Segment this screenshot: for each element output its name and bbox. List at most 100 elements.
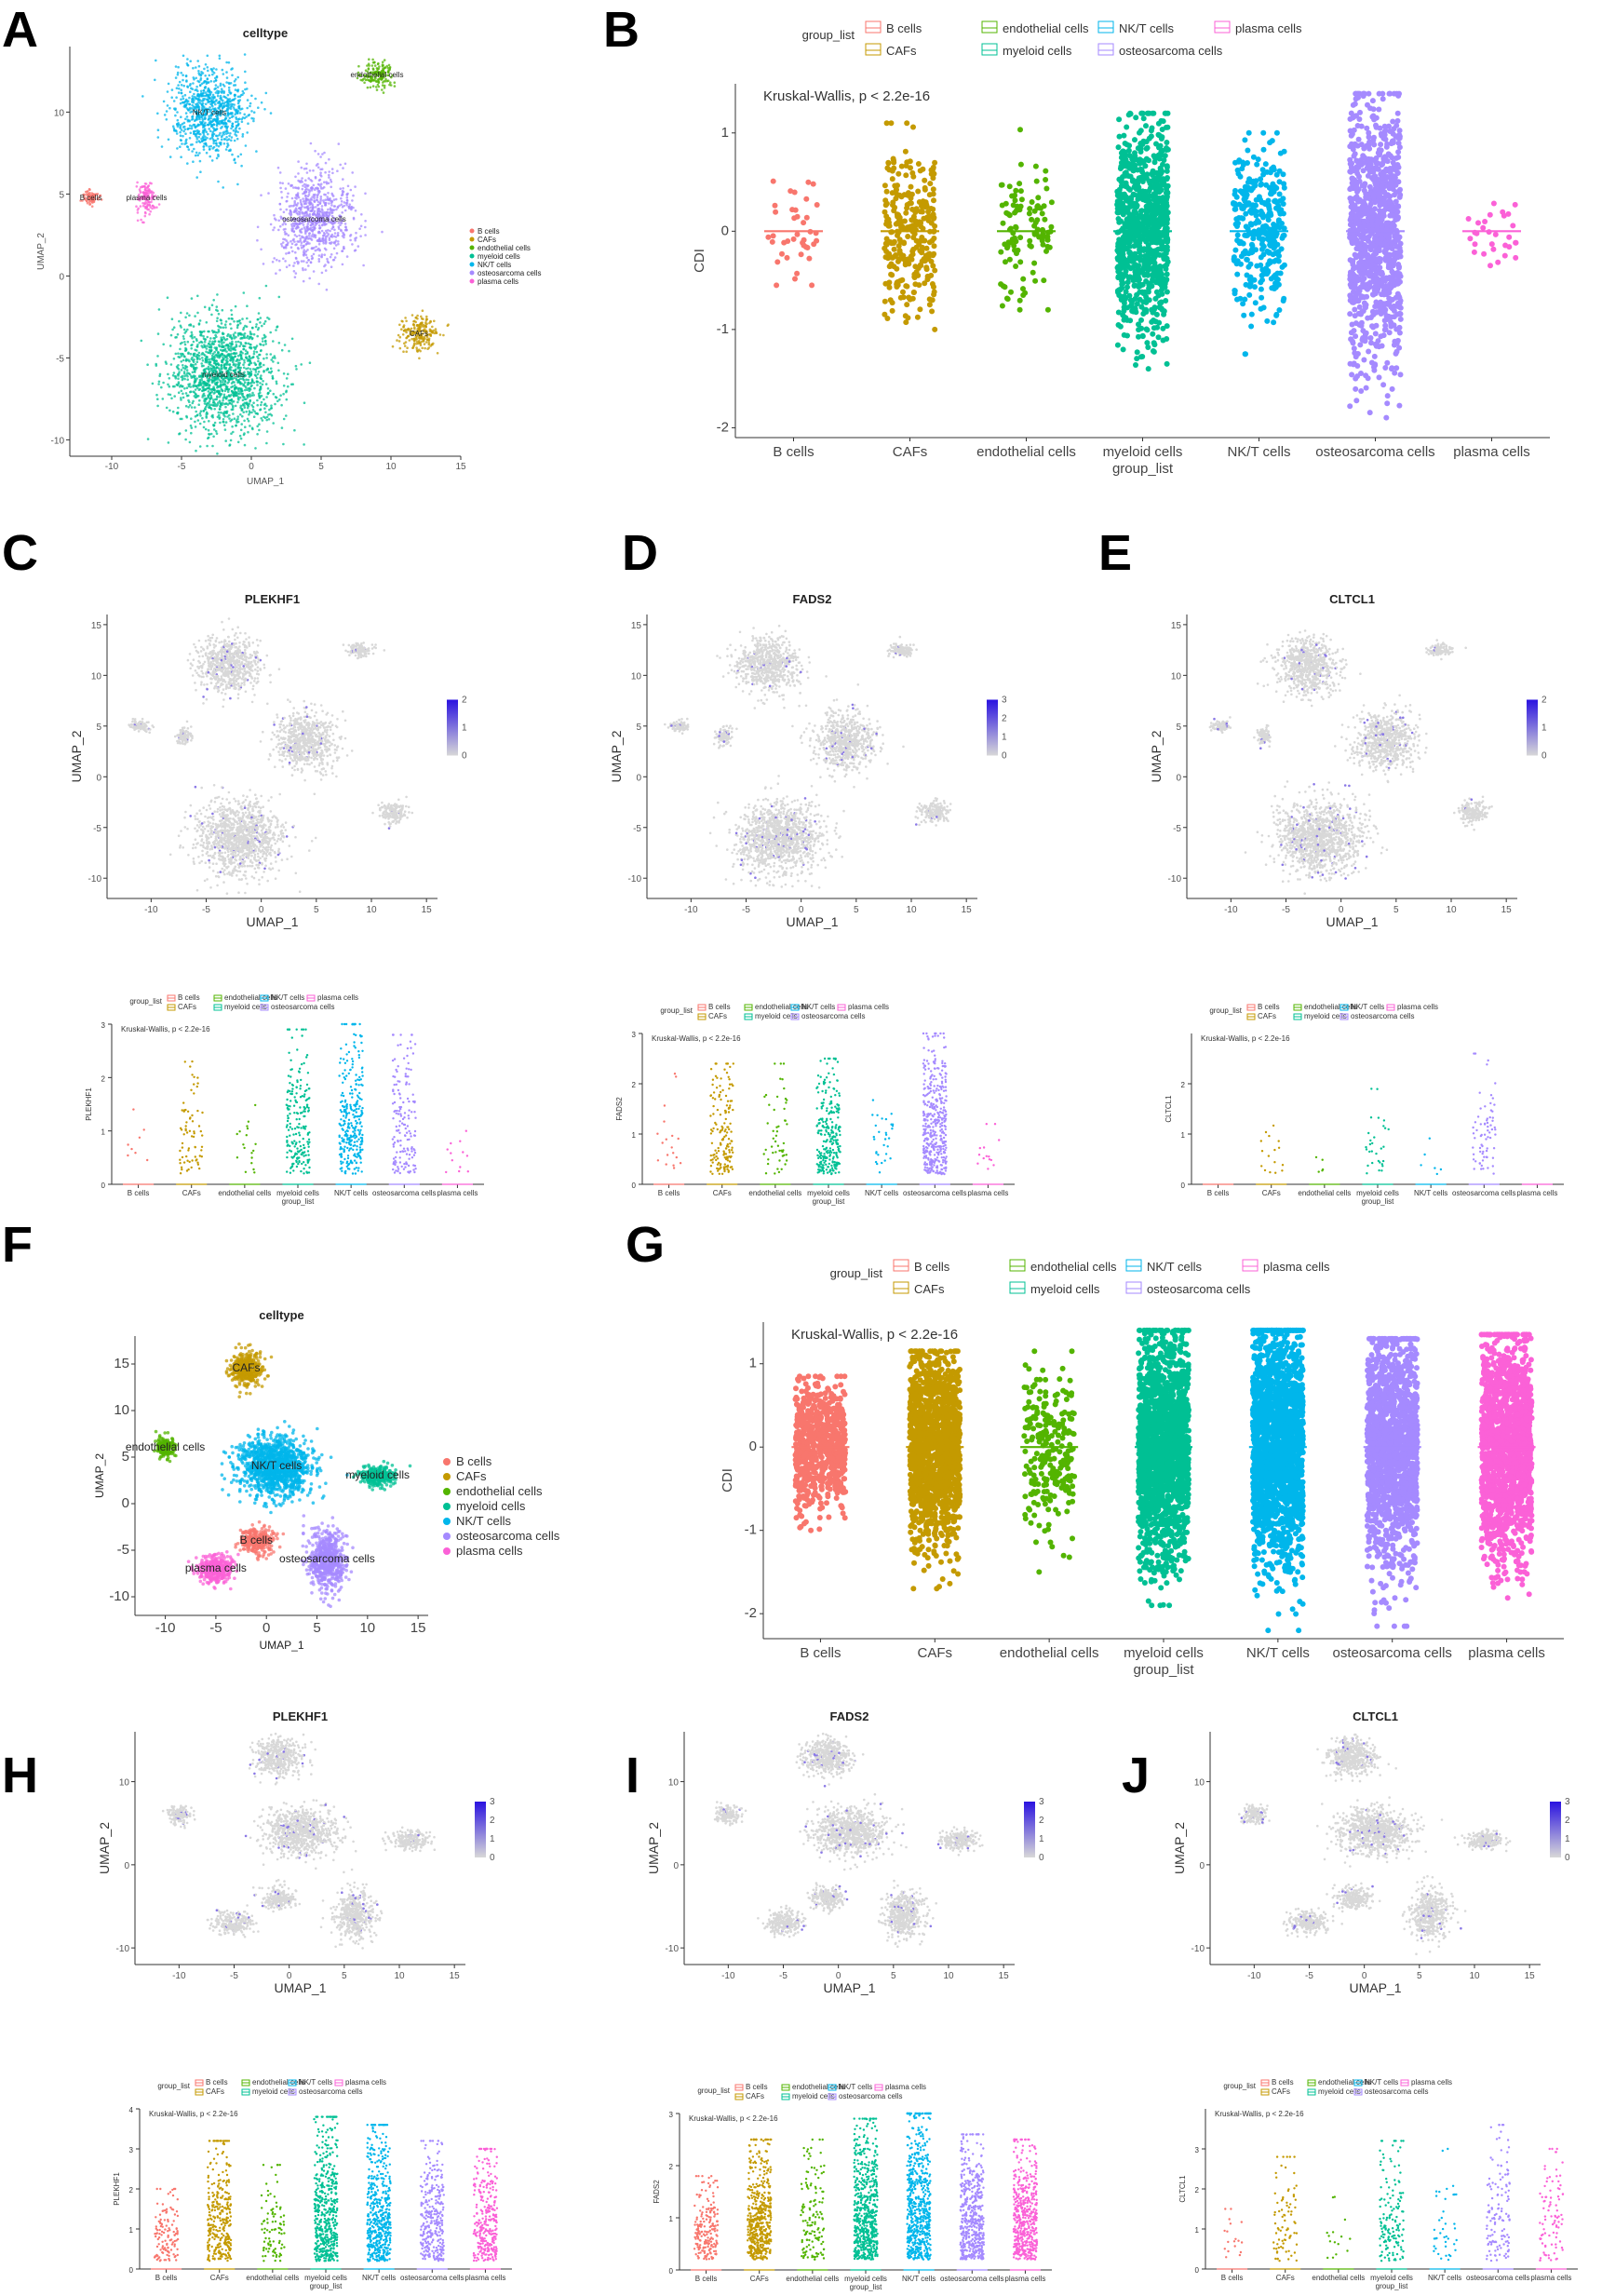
cell-point [196, 60, 199, 62]
cell-point [258, 423, 261, 425]
panel-letter-C: C [2, 525, 38, 581]
cell-point [321, 205, 324, 208]
cell-point [193, 130, 195, 133]
cell-point [225, 71, 228, 74]
cell-point [168, 139, 170, 142]
cell-point [340, 197, 343, 200]
cell-point [268, 418, 271, 421]
cell-point [335, 244, 338, 247]
cell-point [222, 69, 224, 72]
cell-point [328, 182, 330, 184]
panel-letter-D: D [622, 525, 658, 581]
cell-point [198, 65, 201, 68]
cell-point [325, 269, 328, 272]
cell-point [317, 283, 320, 286]
cell-point [315, 206, 317, 209]
cell-point [235, 88, 237, 91]
cell-point [229, 117, 232, 120]
cell-point [289, 240, 292, 243]
cell-point [226, 129, 229, 132]
cell-point [312, 230, 315, 233]
cell-point [326, 289, 329, 291]
cell-point [252, 120, 255, 123]
cell-point [301, 167, 303, 169]
cell-point [294, 176, 297, 179]
panel-letter-E: E [1098, 525, 1132, 581]
cell-point [140, 205, 142, 208]
cell-point [182, 338, 185, 341]
cell-point [203, 131, 206, 134]
cell-point [210, 104, 213, 107]
cell-point [325, 236, 328, 238]
cell-point [333, 205, 336, 208]
cell-point [275, 272, 277, 275]
cell-point [222, 102, 225, 105]
cell-point [222, 100, 224, 102]
cell-point [255, 326, 258, 329]
cell-point [354, 250, 357, 252]
cell-point [344, 226, 347, 229]
cell-point [343, 236, 345, 239]
cell-point [321, 168, 324, 170]
cell-point [166, 407, 168, 410]
cell-point [346, 255, 349, 258]
cell-point [177, 119, 180, 122]
cell-point [284, 238, 287, 241]
cell-point [355, 236, 357, 239]
cell-point [374, 64, 377, 67]
cell-point [154, 79, 156, 82]
cell-point [222, 418, 225, 421]
cell-point [204, 87, 207, 89]
cell-point [308, 277, 311, 280]
cell-point [377, 62, 380, 65]
cell-point [177, 84, 180, 87]
cell-point [196, 90, 199, 93]
cell-point [217, 138, 220, 141]
cell-point [301, 177, 303, 180]
cell-point [324, 171, 327, 174]
cell-point [228, 150, 231, 153]
panel-letter-F: F [2, 1217, 33, 1273]
cell-point [303, 280, 305, 283]
cell-point [282, 258, 285, 261]
cell-point [212, 140, 215, 142]
cell-point [192, 95, 195, 98]
cell-point [196, 138, 199, 141]
cell-point [225, 117, 228, 120]
cell-point [198, 399, 201, 402]
cell-point [345, 193, 348, 196]
cell-point [256, 335, 259, 338]
cell-point [322, 242, 325, 245]
cell-point [220, 90, 222, 93]
cell-point [295, 257, 298, 260]
cell-point [235, 305, 237, 308]
cell-point [382, 63, 384, 66]
cell-point [218, 313, 221, 316]
cell-point [210, 137, 213, 140]
cell-point [218, 412, 221, 414]
cell-point [217, 92, 220, 95]
cell-point [293, 204, 296, 207]
cell-point [293, 240, 296, 243]
cell-point [354, 239, 357, 242]
cell-point [156, 405, 159, 408]
cell-point [261, 401, 263, 404]
cell-point [144, 215, 147, 218]
cell-point [303, 211, 306, 214]
cell-point [233, 129, 236, 132]
cell-point [220, 336, 222, 339]
cell-point [314, 150, 316, 153]
cell-point [192, 160, 195, 163]
cell-point [324, 248, 327, 250]
cell-point [277, 229, 280, 232]
cell-point [215, 84, 218, 87]
cell-point [209, 340, 211, 343]
cell-point [216, 320, 219, 323]
cell-point [238, 105, 241, 108]
cell-point [263, 108, 266, 111]
cell-point [321, 239, 324, 242]
cell-point [209, 117, 212, 120]
cell-point [179, 127, 182, 129]
cell-point [350, 234, 353, 236]
cell-point [195, 77, 197, 80]
